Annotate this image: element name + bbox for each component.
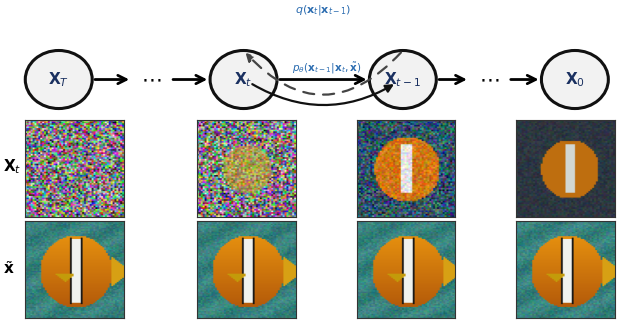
Text: $q(\mathbf{x}_{t}|\mathbf{x}_{t-1})$: $q(\mathbf{x}_{t}|\mathbf{x}_{t-1})$ — [295, 3, 351, 17]
Text: $\mathbf{X}_{T}$: $\mathbf{X}_{T}$ — [48, 70, 69, 89]
Ellipse shape — [26, 51, 92, 109]
Ellipse shape — [369, 51, 436, 109]
FancyArrowPatch shape — [247, 52, 401, 95]
Ellipse shape — [541, 51, 609, 109]
Text: $\cdots$: $\cdots$ — [141, 69, 161, 90]
Text: $\tilde{\mathbf{x}}$: $\tilde{\mathbf{x}}$ — [3, 260, 15, 277]
Text: $\mathbf{X}_{0}$: $\mathbf{X}_{0}$ — [565, 70, 585, 89]
Text: $p_{\theta}(\mathbf{x}_{t-1}|\mathbf{x}_{t},\tilde{\mathbf{x}})$: $p_{\theta}(\mathbf{x}_{t-1}|\mathbf{x}_… — [292, 61, 361, 76]
Ellipse shape — [210, 51, 277, 109]
Text: $\mathbf{X}_{t}$: $\mathbf{X}_{t}$ — [3, 157, 22, 176]
Text: $\cdots$: $\cdots$ — [479, 69, 499, 90]
Text: $\mathbf{X}_{t-1}$: $\mathbf{X}_{t-1}$ — [385, 70, 421, 89]
Text: $\mathbf{X}_{t}$: $\mathbf{X}_{t}$ — [234, 70, 253, 89]
FancyArrowPatch shape — [252, 84, 392, 105]
